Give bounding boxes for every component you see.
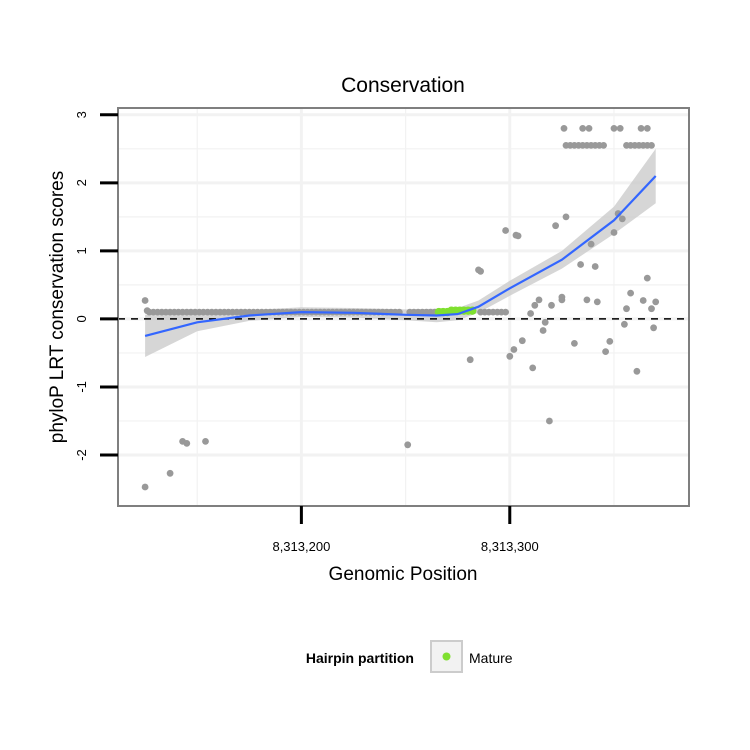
legend-title: Hairpin partition <box>306 650 414 666</box>
data-point <box>141 483 149 491</box>
data-point <box>593 298 601 306</box>
y-tick-label: -1 <box>74 381 89 393</box>
data-point <box>627 289 634 297</box>
data-point <box>541 318 549 326</box>
data-point <box>506 352 514 360</box>
data-point <box>571 340 578 347</box>
data-point <box>546 417 553 425</box>
data-point <box>529 364 537 372</box>
chart-title: Conservation <box>341 74 465 97</box>
y-tick-label: 0 <box>74 315 89 322</box>
score-points <box>141 124 660 491</box>
data-point <box>618 215 626 223</box>
x-tick-label: 8,313,300 <box>481 539 539 554</box>
data-point <box>648 305 655 313</box>
data-point <box>637 124 645 132</box>
data-point <box>514 232 522 240</box>
plot-panel <box>118 108 689 506</box>
data-point <box>643 274 651 282</box>
data-point <box>652 298 660 306</box>
data-point <box>143 307 151 315</box>
data-point <box>585 124 593 132</box>
x-axis-label: Genomic Position <box>329 564 478 585</box>
data-point <box>166 469 174 477</box>
data-point <box>643 124 651 132</box>
data-point <box>510 346 518 353</box>
data-point <box>502 308 509 316</box>
data-point <box>475 266 482 274</box>
data-point <box>562 213 570 221</box>
data-point <box>560 124 568 132</box>
data-point <box>606 338 614 345</box>
x-axis: 8,313,200 8,313,300 <box>272 506 539 554</box>
data-point <box>539 327 547 334</box>
data-point <box>502 227 509 234</box>
data-point <box>616 124 624 132</box>
data-point <box>558 293 566 301</box>
y-axis: -2 -1 0 1 2 3 <box>74 111 118 461</box>
data-point <box>527 310 534 317</box>
data-point <box>535 296 543 304</box>
data-point <box>650 324 657 332</box>
grid-lines <box>118 108 689 506</box>
data-point <box>639 297 647 304</box>
data-point <box>531 301 539 309</box>
x-tick-label: 8,313,200 <box>272 539 330 554</box>
data-point <box>577 261 584 268</box>
y-axis-label: phyloP LRT conservation scores <box>47 171 68 444</box>
data-point <box>583 296 591 304</box>
data-point <box>602 348 609 355</box>
y-tick-label: 1 <box>74 247 89 254</box>
panel-border <box>117 107 690 507</box>
data-point <box>648 142 655 149</box>
data-point <box>202 438 209 445</box>
data-point <box>548 301 555 309</box>
data-point <box>610 229 618 236</box>
y-tick-label: -2 <box>74 449 89 461</box>
data-point <box>610 124 618 132</box>
y-tick-label: 2 <box>74 179 89 186</box>
data-point <box>466 356 474 364</box>
data-point <box>591 263 599 270</box>
legend-entry-mature: Mature <box>469 650 513 666</box>
legend-key-mature-point <box>442 652 451 661</box>
data-point <box>621 320 628 328</box>
data-point <box>404 441 412 449</box>
data-point <box>579 124 587 132</box>
loess-smooth-line <box>144 175 657 337</box>
data-point <box>633 367 641 375</box>
data-point <box>600 142 607 149</box>
data-point <box>552 222 559 230</box>
data-point <box>623 305 630 313</box>
data-point <box>518 337 526 345</box>
legend: Hairpin partition Mature <box>306 640 513 673</box>
data-point <box>183 440 191 447</box>
y-tick-label: 3 <box>74 111 89 118</box>
data-point <box>141 297 149 304</box>
data-point <box>587 240 595 248</box>
